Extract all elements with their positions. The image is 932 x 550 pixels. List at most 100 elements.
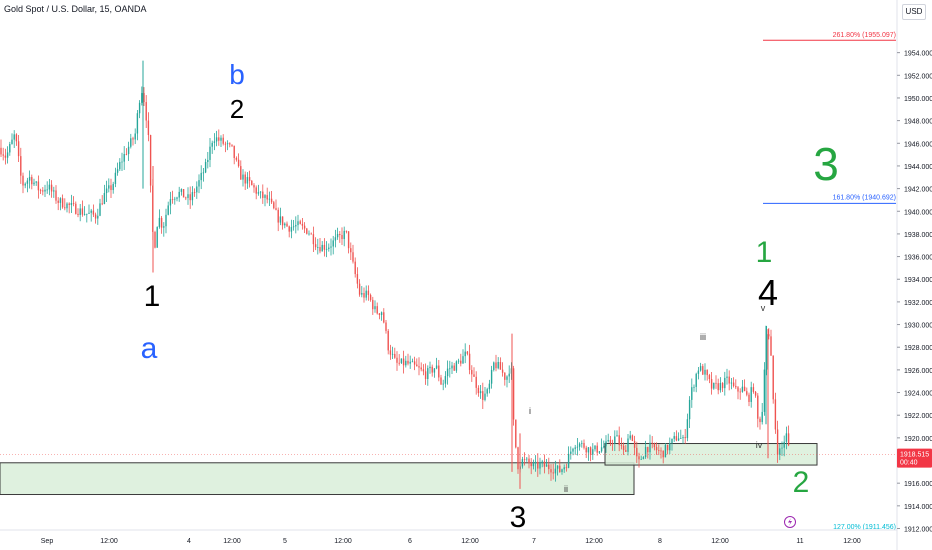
candle-body — [200, 172, 202, 181]
candle-body — [143, 93, 145, 103]
candle-body — [598, 451, 601, 453]
candle-body — [719, 382, 722, 391]
candle-body — [534, 461, 537, 464]
candle-body — [752, 387, 755, 392]
candle-body — [257, 192, 260, 194]
candle-body — [292, 226, 295, 228]
candle-body — [141, 93, 143, 103]
candle-body — [303, 225, 306, 229]
candle-body — [673, 436, 675, 439]
candle-body — [686, 419, 689, 439]
candle-body — [616, 435, 618, 437]
candle-body — [328, 247, 330, 249]
candle-body — [763, 369, 766, 412]
candle-body — [158, 217, 161, 228]
candle-body — [374, 306, 376, 310]
y-tick-label: 1952.000 — [904, 73, 932, 80]
candle-body — [677, 438, 680, 441]
wave-label: 1 — [144, 280, 161, 313]
candle-body — [163, 226, 165, 228]
candle-body — [787, 433, 790, 446]
candle-body — [101, 203, 103, 205]
candle-body — [728, 376, 730, 384]
candle-body — [387, 330, 389, 351]
candle-body — [559, 465, 561, 473]
candle-body — [532, 463, 535, 467]
candle-body — [451, 365, 453, 369]
x-tick-label: 6 — [408, 538, 412, 545]
candle-body — [607, 439, 609, 442]
candle-body — [68, 203, 70, 205]
candle-body — [770, 336, 772, 356]
last-price-tag-bg — [897, 448, 932, 468]
candle-body — [603, 446, 605, 448]
candle-body — [301, 223, 304, 226]
candle-body — [429, 366, 431, 369]
candle-body — [275, 208, 277, 210]
candle-body — [336, 233, 339, 238]
y-tick-label: 1938.000 — [904, 232, 932, 239]
candle-body — [757, 395, 759, 419]
candle-body — [376, 306, 378, 314]
candle-body — [354, 261, 356, 275]
candle-body — [402, 358, 405, 366]
candle-body — [222, 137, 224, 144]
candle-body — [75, 203, 77, 214]
candle-body — [741, 386, 744, 392]
candle-body — [138, 102, 141, 114]
candle-body — [136, 113, 139, 134]
candle-body — [297, 221, 299, 226]
candle-body — [644, 447, 647, 458]
candle-body — [455, 361, 458, 371]
candle-body — [411, 361, 414, 363]
candle-body — [295, 225, 297, 227]
candle-body — [369, 294, 372, 300]
candle-body — [442, 383, 444, 385]
candle-body — [468, 353, 471, 370]
candle-body — [655, 447, 658, 451]
candle-body — [345, 230, 348, 232]
candle-body — [418, 366, 420, 368]
candle-body — [323, 244, 326, 250]
candle-body — [444, 376, 447, 384]
candle-body — [662, 450, 664, 458]
candle-body — [695, 373, 697, 387]
candle-body — [35, 181, 37, 183]
candle-body — [22, 175, 24, 186]
candle-body — [523, 459, 526, 460]
candle-body — [204, 162, 207, 173]
candle-body — [160, 217, 163, 228]
x-tick-label: 12:00 — [843, 538, 861, 545]
currency-button[interactable]: USD — [902, 4, 926, 20]
candle-body — [385, 322, 387, 331]
fib-label: 161.80% (1940.692) — [833, 194, 896, 201]
candle-body — [730, 382, 733, 384]
fib-levels: 261.80% (1955.097) 161.80% (1940.692) 127.… — [763, 32, 896, 531]
candle-body — [229, 143, 231, 145]
candle-body — [554, 468, 557, 474]
candle-body — [552, 472, 554, 474]
candle-body — [499, 361, 502, 370]
y-tick-label: 1950.000 — [904, 96, 932, 103]
candle-body — [660, 450, 662, 452]
candle-body — [596, 445, 598, 453]
candle-body — [508, 373, 510, 377]
candle-body — [213, 141, 216, 143]
candle-body — [112, 183, 114, 191]
candle-body — [86, 213, 88, 215]
candle-body — [77, 213, 79, 215]
candle-body — [647, 447, 649, 453]
y-tick-label: 1934.000 — [904, 277, 932, 284]
candle-body — [83, 214, 86, 215]
candle-body — [226, 143, 229, 145]
candle-body — [567, 453, 570, 468]
candle-body — [396, 357, 398, 363]
candle-body — [149, 135, 152, 186]
candle-body — [169, 199, 172, 206]
candle-body — [17, 141, 20, 157]
candle-body — [37, 181, 40, 191]
candle-body — [438, 365, 440, 378]
